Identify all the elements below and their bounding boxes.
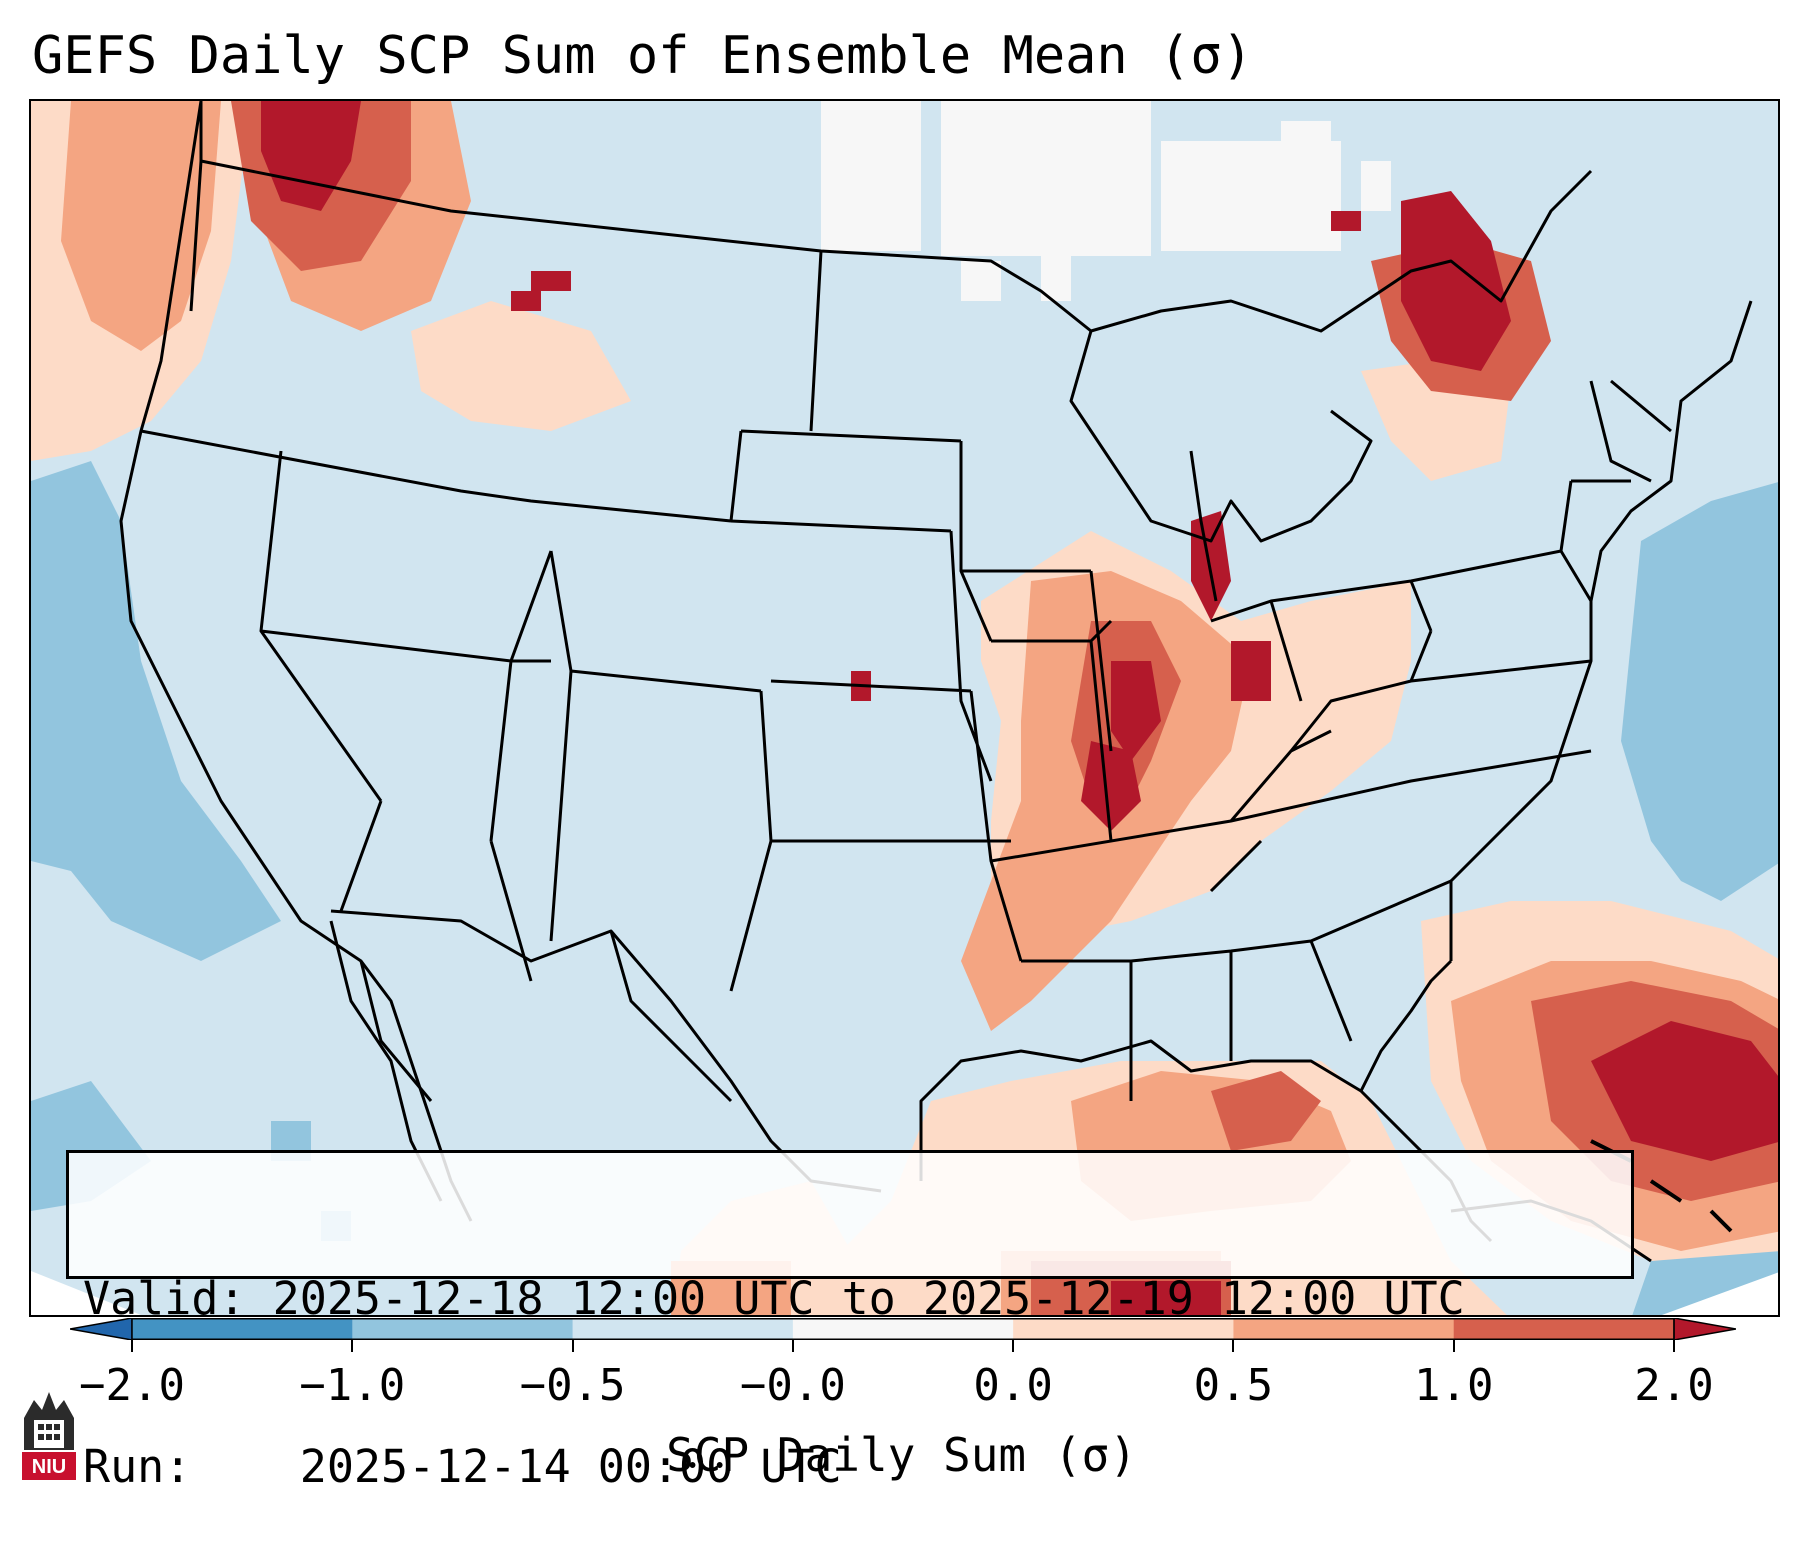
colorbar-bin [792, 1318, 1014, 1340]
colorbar-tick-mark [131, 1340, 133, 1352]
rio-grande [609, 930, 733, 1103]
colorbar-over-extension [1673, 1318, 1736, 1340]
colorbar-tick-label: 0.5 [1193, 1360, 1274, 1411]
great-lakes [1069, 330, 1373, 543]
colorbar-tick-mark [1673, 1340, 1675, 1352]
colorbar-tick-label: 1.0 [1413, 1360, 1494, 1411]
valid-time-line: Valid: 2025-12-18 12:00 UTC to 2025-12-1… [83, 1271, 1631, 1327]
map-panel [29, 99, 1780, 1317]
colorbar-bin [572, 1318, 794, 1340]
colorbar-bin [132, 1318, 353, 1340]
colorbar-bin [1233, 1318, 1455, 1340]
colorbar-label: SCP Daily Sum (σ) [666, 1428, 1137, 1482]
colorbar-tick-mark [1012, 1340, 1015, 1352]
colorbar-bin [1013, 1318, 1234, 1340]
boundaries [119, 101, 1753, 1263]
scp-map [31, 101, 1778, 1315]
colorbar-outline [131, 1318, 1675, 1340]
run-label: Run: [83, 1440, 192, 1493]
state-lines-east [961, 379, 1672, 1101]
out-of-domain-sw [31, 1271, 141, 1315]
gulf-of-california [359, 960, 433, 1102]
us-canada-border [199, 101, 1593, 333]
colorbar-tick-label: 2.0 [1634, 1360, 1714, 1411]
map-title: GEFS Daily SCP Sum of Ensemble Mean (σ) [32, 26, 1253, 86]
colorbar-tick-label: −1.0 [299, 1360, 406, 1411]
near-zero-regions [821, 101, 1391, 301]
colorbar-bin [352, 1318, 574, 1340]
colorbar-under-extension [70, 1318, 133, 1340]
colorbar-tick-mark [1452, 1340, 1455, 1352]
valid-value: 2025-12-18 12:00 UTC to 2025-12-19 12:00… [272, 1272, 1465, 1325]
colorbar-tick-mark [571, 1340, 574, 1352]
out-of-domain-se [1661, 1272, 1778, 1315]
colorbar-tick-label: −0.5 [519, 1360, 626, 1411]
florida [1359, 959, 1453, 1092]
colorbar-tick-mark [351, 1340, 354, 1352]
colorbar-tick-mark [791, 1340, 794, 1352]
logo-text: NIU [32, 1456, 66, 1478]
colorbar [70, 1318, 1736, 1340]
colorbar-bin [1453, 1318, 1675, 1340]
run-time-line: Run: 2025-12-14 00:00 UTC [83, 1439, 1631, 1495]
run-value: 2025-12-14 00:00 UTC [299, 1440, 842, 1493]
lake-michigan [1189, 450, 1218, 602]
colorbar-tick-label: −0.0 [739, 1360, 846, 1411]
colorbar-tick-label: 0.0 [973, 1360, 1053, 1411]
valid-label: Valid: [83, 1272, 246, 1325]
extreme-positive-regions [261, 101, 1778, 1315]
negative-regions [31, 461, 1778, 1315]
colorbar-tick-label: −2.0 [79, 1360, 185, 1411]
valid-run-info-box: Valid: 2025-12-18 12:00 UTC to 2025-12-1… [66, 1150, 1634, 1493]
colorbar-tick-mark [1232, 1340, 1235, 1352]
niu-logo-icon: NIU [22, 1392, 76, 1480]
